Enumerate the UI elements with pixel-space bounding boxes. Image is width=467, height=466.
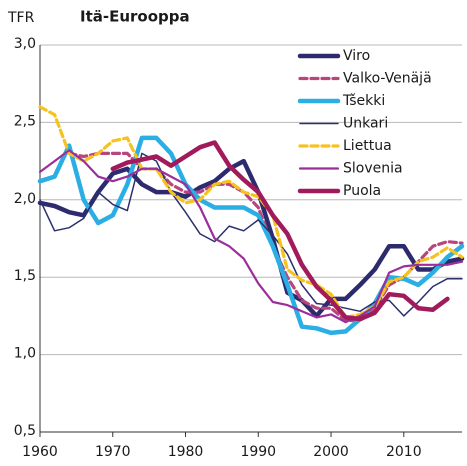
x-tick-label: 1980 (168, 444, 204, 460)
y-tick-label: 1,0 (14, 346, 36, 362)
series-line (37, 135, 465, 336)
x-tick-label: 1960 (22, 444, 58, 460)
legend-label: Liettua (343, 138, 392, 154)
legend-label: Slovenia (343, 161, 403, 177)
y-axis-label: TFR (7, 10, 35, 26)
chart-title: Itä-Eurooppa (80, 8, 190, 26)
x-tick-label: 1990 (240, 444, 276, 460)
x-tick-label: 2000 (313, 444, 349, 460)
x-tick-label: 1970 (95, 444, 131, 460)
legend-label: Valko-Venäjä (343, 71, 432, 87)
y-tick-label: 2,5 (14, 113, 36, 129)
x-tick-label: 2010 (386, 444, 422, 460)
series-line (37, 158, 465, 319)
legend-label: Unkari (343, 116, 388, 132)
series-line (38, 149, 464, 324)
legend-label: Tšekki (342, 93, 385, 109)
legend-label: Viro (343, 48, 370, 64)
series-line (39, 152, 463, 317)
y-tick-label: 3,0 (14, 36, 36, 52)
series-line (110, 140, 450, 322)
legend-label: Puola (343, 183, 381, 199)
series-line (38, 105, 464, 319)
y-tick-label: 2,0 (14, 191, 36, 207)
y-tick-label: 0,5 (14, 423, 36, 439)
y-tick-label: 1,5 (14, 268, 36, 284)
